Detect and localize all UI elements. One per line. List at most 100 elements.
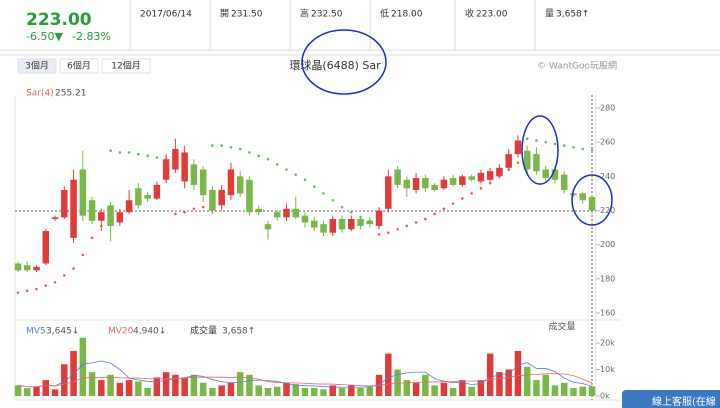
volume-bar: [181, 377, 188, 396]
volume-bar: [338, 388, 346, 396]
volume-bar: [440, 382, 448, 396]
sar-dot: [544, 140, 548, 144]
candle-body: [172, 149, 179, 170]
candle-body: [311, 220, 318, 228]
volume-bar: [311, 388, 318, 396]
y-tick-label: 220: [600, 206, 615, 215]
sar-dot: [303, 178, 307, 182]
sar-dot: [470, 192, 473, 195]
volume-bar: [533, 380, 540, 396]
volume-bar: [394, 369, 401, 396]
candle-body: [348, 219, 355, 230]
annotation-circle: [301, 29, 387, 95]
candle-body: [431, 184, 438, 190]
candle-body: [255, 208, 262, 213]
volume-bar: [135, 381, 142, 396]
sar-dot: [25, 289, 29, 293]
volume-bar: [588, 386, 596, 396]
candle-body: [403, 179, 411, 189]
volume-bar: [422, 374, 429, 396]
candle-body: [153, 184, 161, 199]
sar-dot: [62, 274, 66, 277]
field-value: 218.00: [391, 10, 423, 20]
sar-dot: [387, 231, 390, 235]
volume-bar: [14, 385, 22, 396]
tab-label[interactable]: 3個月: [25, 60, 49, 72]
volume-bar: [514, 350, 522, 396]
sar-dot: [516, 161, 520, 164]
volume-bar: [107, 374, 114, 396]
volume-bar: [523, 366, 531, 396]
y-tick-label: 260: [600, 138, 615, 147]
volume-bar: [468, 386, 475, 396]
sar-dot: [479, 186, 483, 190]
support-button[interactable]: [622, 390, 720, 408]
sar-dot: [507, 168, 510, 171]
volume-bar: [283, 382, 290, 396]
tab-label[interactable]: 12個月: [111, 60, 140, 72]
sar-dot: [396, 227, 399, 231]
candle-body: [579, 193, 586, 201]
candle-body: [551, 169, 559, 180]
volume-bar: [348, 385, 355, 396]
sar-dot: [331, 198, 335, 202]
candle-body: [70, 179, 77, 238]
candle-body: [88, 200, 96, 221]
volume-bar: [98, 380, 105, 396]
volume-bar: [61, 364, 68, 396]
volume-bar: [357, 388, 364, 396]
candle-body: [292, 208, 299, 218]
tab[interactable]: [59, 58, 99, 74]
candle-body: [394, 169, 401, 185]
volume-bar: [329, 385, 337, 396]
support-button-label[interactable]: 線上客服(在線: [652, 395, 716, 408]
sar-dot: [174, 212, 177, 216]
volume-bar: [301, 388, 309, 396]
sar-dot: [312, 185, 316, 188]
header-fields: 開 231.50 高 232.50 低 218.00 收 223.00 量 3,658↑: [209, 0, 589, 50]
candle-body: [468, 176, 475, 180]
sar-dot: [72, 267, 75, 270]
volume-bar: [116, 382, 124, 396]
candle-body: [385, 176, 392, 209]
candle-body: [227, 169, 235, 196]
volume-value: 3,658↑: [222, 327, 255, 337]
sar-dot: [294, 173, 298, 176]
volume-bar: [366, 386, 374, 396]
change: -6.50▼: [26, 30, 63, 43]
field-value: 3,658↑: [556, 10, 589, 20]
candle-body: [273, 212, 281, 218]
volume-bar: [560, 382, 568, 396]
volume-name: 成交量: [190, 325, 217, 337]
candle-body: [505, 154, 512, 168]
tab-label[interactable]: 6個月: [67, 60, 91, 72]
sar-dot: [81, 253, 85, 257]
volume-bar: [172, 374, 179, 396]
candle-body: [301, 215, 309, 223]
candle-body: [24, 265, 31, 271]
sar-dot: [155, 156, 159, 159]
volume-tick-label: 0k: [600, 392, 610, 401]
sar-dot: [562, 144, 566, 147]
volume-tick-label: 10k: [600, 365, 615, 374]
volume-bar: [79, 337, 87, 396]
tab[interactable]: [17, 58, 57, 74]
volume-bar: [227, 382, 235, 396]
volume-bar: [273, 386, 281, 396]
candle-body: [246, 179, 253, 213]
credit: © WantGoo玩股網: [537, 60, 617, 72]
candle-body: [329, 219, 337, 233]
volume-bar: [70, 350, 77, 396]
field-label: 量: [545, 9, 554, 20]
volume-bar: [125, 380, 133, 396]
volume-bar: [320, 389, 327, 396]
tab[interactable]: [101, 58, 151, 74]
field-value: 223.00: [476, 10, 508, 20]
candle-body: [61, 190, 68, 218]
candle-body: [320, 224, 327, 233]
sar-dot: [53, 280, 57, 284]
ma5-name: MV5: [26, 327, 46, 337]
sar-dot: [414, 221, 418, 224]
sar-dot: [266, 157, 270, 161]
sar-dot: [211, 144, 214, 147]
